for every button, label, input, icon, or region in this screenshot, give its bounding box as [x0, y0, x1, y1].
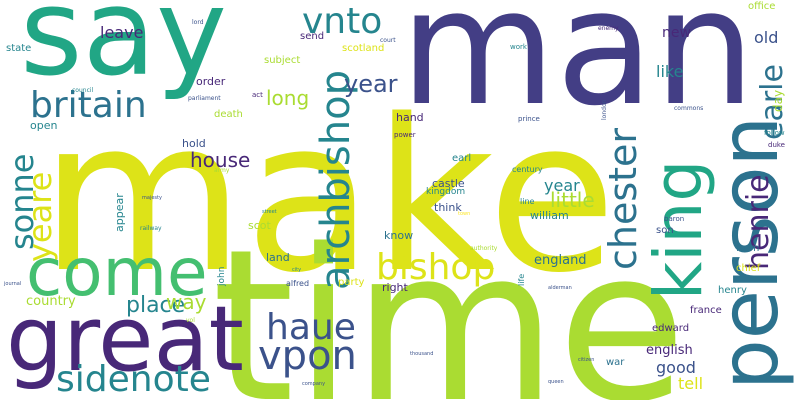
- word: leave: [100, 23, 144, 42]
- word: man: [400, 0, 756, 141]
- word: way: [166, 290, 207, 314]
- word: power: [394, 131, 416, 139]
- word: kingdom: [426, 187, 466, 197]
- word: war: [606, 357, 625, 368]
- word: chester: [601, 127, 645, 270]
- word: old: [754, 28, 779, 47]
- word: hold: [182, 137, 206, 150]
- word: know: [384, 229, 414, 242]
- word: subject: [264, 55, 301, 66]
- word: town: [458, 211, 471, 217]
- word: country: [26, 294, 76, 309]
- word: england: [534, 253, 587, 268]
- word: party: [338, 277, 365, 288]
- word: think: [434, 201, 462, 214]
- word: hand: [396, 111, 424, 124]
- word: baron: [664, 215, 685, 223]
- word: come: [26, 234, 208, 311]
- word: citizen: [578, 357, 595, 363]
- word: vpon: [258, 333, 357, 379]
- word: like: [656, 62, 684, 81]
- word: little: [550, 188, 595, 212]
- word: order: [196, 75, 226, 88]
- word: open: [30, 119, 58, 132]
- word: tell: [678, 374, 704, 393]
- word: authority: [470, 245, 498, 252]
- word: english: [646, 343, 693, 358]
- word: majesty: [142, 195, 162, 201]
- word: edward: [652, 323, 690, 334]
- word: company: [302, 381, 326, 387]
- word: act: [252, 91, 263, 99]
- word: enemy: [598, 25, 619, 32]
- word: henrie: [741, 174, 776, 270]
- word: century: [512, 165, 543, 174]
- word: state: [6, 43, 32, 54]
- word: britain: [30, 85, 147, 126]
- word: death: [214, 109, 243, 120]
- word: year: [344, 70, 398, 98]
- word: office: [748, 1, 776, 12]
- word: street: [262, 209, 277, 215]
- word: council: [72, 87, 94, 94]
- word: scot: [248, 219, 271, 232]
- word: land: [266, 251, 290, 264]
- word: thousand: [410, 351, 434, 357]
- word: london: [601, 99, 608, 120]
- word: city: [292, 267, 302, 273]
- word: vol: [186, 317, 195, 324]
- word: son: [656, 225, 674, 236]
- word: vnto: [302, 1, 383, 42]
- word: alderman: [548, 285, 572, 291]
- word: time: [212, 204, 687, 400]
- word: bishop: [376, 247, 496, 288]
- word: duke: [768, 141, 785, 149]
- word: follow: [764, 129, 785, 137]
- word: archbishop: [313, 70, 359, 290]
- word: new: [662, 25, 691, 41]
- word: prince: [518, 115, 540, 123]
- word: chief: [736, 263, 761, 274]
- word: henry: [718, 285, 747, 296]
- word: railway: [140, 225, 162, 232]
- word: year: [544, 176, 580, 195]
- word: haue: [266, 307, 356, 348]
- word: right: [382, 281, 408, 294]
- word: queen: [548, 379, 564, 385]
- word: say: [20, 0, 228, 103]
- word: house: [190, 148, 251, 172]
- word: commons: [674, 105, 704, 112]
- word: appear: [113, 193, 126, 232]
- word: court: [380, 37, 396, 44]
- word: france: [690, 305, 722, 316]
- word: scotland: [342, 43, 385, 54]
- word: castle: [432, 177, 465, 190]
- word: yeare: [21, 171, 59, 262]
- word: alfred: [286, 279, 310, 288]
- word: parliament: [188, 95, 221, 102]
- word: sidenote: [56, 359, 211, 400]
- word: day: [771, 89, 785, 112]
- word: long: [266, 86, 310, 110]
- word: make: [40, 74, 617, 319]
- word: good: [656, 358, 696, 377]
- word: journal: [4, 281, 22, 287]
- word: work: [510, 43, 527, 51]
- word: place: [126, 293, 186, 318]
- word: send: [300, 31, 325, 42]
- word: early: [620, 285, 636, 292]
- word: life: [517, 273, 526, 286]
- word: line: [520, 197, 535, 206]
- word: great: [6, 287, 244, 392]
- word: lord: [192, 19, 204, 26]
- word: earl: [452, 153, 472, 164]
- word: john: [217, 266, 227, 286]
- word: army: [214, 167, 230, 174]
- word: form: [736, 243, 760, 254]
- word: william: [530, 209, 569, 222]
